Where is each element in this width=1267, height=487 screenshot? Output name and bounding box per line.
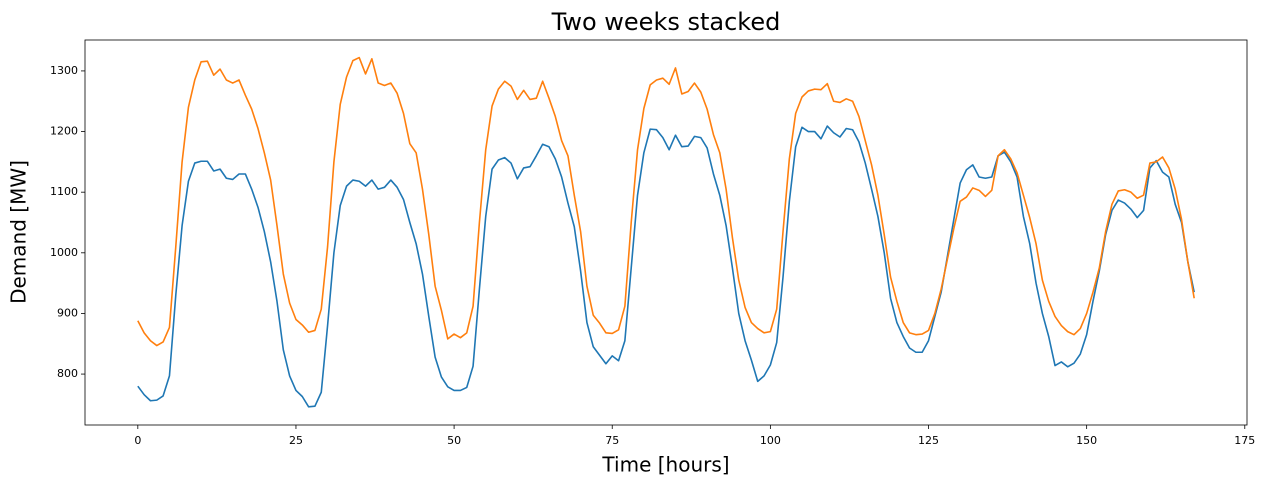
x-tick-label: 175 xyxy=(1234,434,1255,447)
x-tick-label: 150 xyxy=(1076,434,1097,447)
y-tick-label: 1200 xyxy=(50,125,78,138)
x-tick-label: 100 xyxy=(760,434,781,447)
x-tick-label: 75 xyxy=(605,434,619,447)
x-tick-label: 25 xyxy=(289,434,303,447)
x-tick-label: 50 xyxy=(447,434,461,447)
y-tick-label: 900 xyxy=(57,306,78,319)
x-axis-label: Time [hours] xyxy=(601,453,729,477)
y-axis-label: Demand [MW] xyxy=(7,160,31,304)
series-line xyxy=(137,56,1195,347)
x-tick-label: 125 xyxy=(918,434,939,447)
chart-title: Two weeks stacked xyxy=(551,8,781,36)
series-line xyxy=(137,125,1195,408)
plot-frame xyxy=(84,39,1248,426)
y-tick-label: 1100 xyxy=(50,185,78,198)
x-tick-label: 0 xyxy=(134,434,141,447)
y-tick-label: 1000 xyxy=(50,246,78,259)
y-tick-label: 1300 xyxy=(50,64,78,77)
y-tick-label: 800 xyxy=(57,367,78,380)
